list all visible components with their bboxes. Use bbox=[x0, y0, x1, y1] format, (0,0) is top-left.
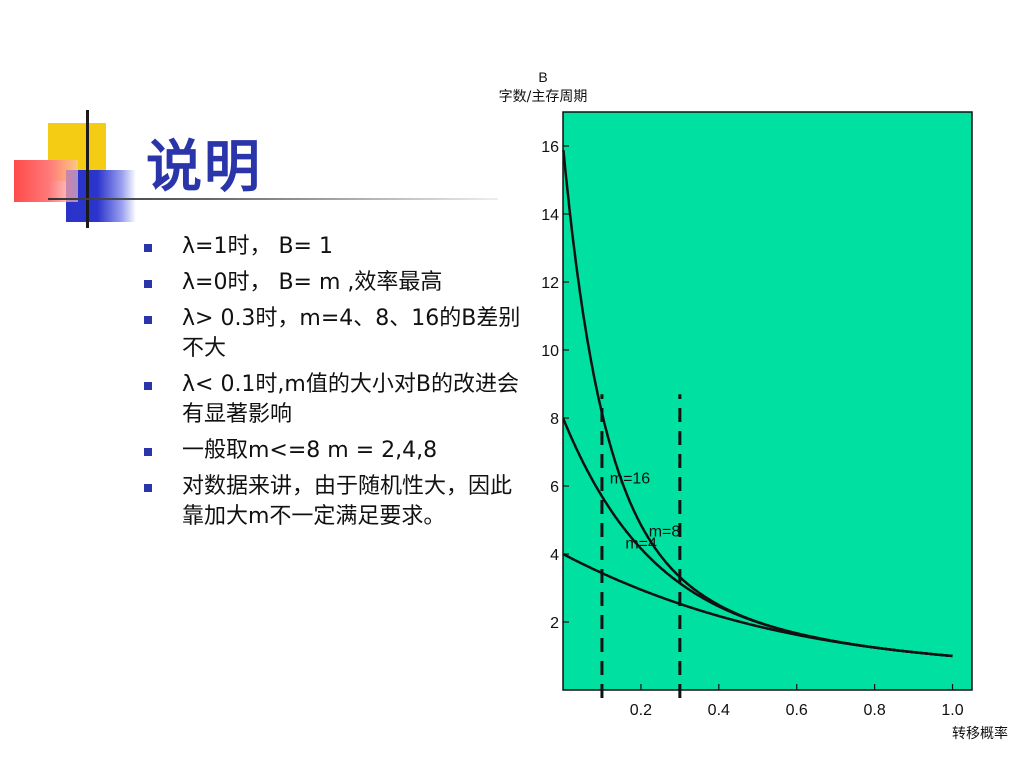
bullet-square-icon bbox=[144, 448, 152, 456]
bullet-square-icon bbox=[144, 280, 152, 288]
bullet-square-icon bbox=[144, 484, 152, 492]
y-tick-label: 12 bbox=[541, 275, 559, 292]
x-axis-label: 转移概率 bbox=[952, 725, 1008, 742]
series-label: m=4 bbox=[625, 535, 657, 552]
y-axis-label-top: B bbox=[538, 69, 547, 85]
y-tick-label: 2 bbox=[550, 615, 559, 632]
series-line-m=4 bbox=[562, 553, 953, 658]
x-tick-label: 0.8 bbox=[863, 702, 885, 719]
bullet-square-icon bbox=[144, 382, 152, 390]
y-tick-label: 8 bbox=[550, 411, 559, 428]
y-tick-label: 14 bbox=[541, 207, 559, 224]
y-tick-label: 10 bbox=[541, 343, 559, 360]
series-label: m=16 bbox=[610, 470, 651, 487]
bullet-text: 对数据来讲，由于随机性大，因此靠加大m不一定满足要求。 bbox=[182, 474, 513, 529]
series-label: m=8 bbox=[649, 524, 681, 541]
decor-red-bar bbox=[14, 160, 78, 202]
x-tick-label: 1.0 bbox=[941, 702, 963, 719]
bullet-item: 一般取m<=8 m = 2,4,8 bbox=[144, 436, 524, 466]
title-underline bbox=[48, 198, 498, 200]
y-tick-label: 16 bbox=[541, 139, 559, 156]
bullet-square-icon bbox=[144, 316, 152, 324]
bullet-item: λ< 0.1时,m值的大小对B的改进会有显著影响 bbox=[144, 370, 524, 430]
bullet-item: 对数据来讲，由于随机性大，因此靠加大m不一定满足要求。 bbox=[144, 472, 524, 532]
plot-area bbox=[562, 111, 973, 691]
y-axis-label-bottom: 字数/主存周期 bbox=[499, 89, 588, 105]
x-tick-label: 0.6 bbox=[786, 702, 808, 719]
x-tick-label: 0.2 bbox=[630, 702, 652, 719]
bullet-item: λ=0时， B= m ,效率最高 bbox=[144, 268, 524, 298]
bullet-text: 一般取m<=8 m = 2,4,8 bbox=[182, 438, 438, 463]
bullet-square-icon bbox=[144, 244, 152, 252]
bullet-list: λ=1时， B= 1 λ=0时， B= m ,效率最高 λ> 0.3时，m=4、… bbox=[144, 232, 524, 538]
bullet-item: λ=1时， B= 1 bbox=[144, 232, 524, 262]
bullet-text: λ=0时， B= m ,效率最高 bbox=[182, 270, 443, 295]
y-tick-label: 6 bbox=[550, 479, 559, 496]
y-tick-label: 4 bbox=[550, 547, 559, 564]
bullet-text: λ< 0.1时,m值的大小对B的改进会有显著影响 bbox=[182, 372, 519, 427]
bullet-item: λ> 0.3时，m=4、8、16的B差别不大 bbox=[144, 304, 524, 364]
x-tick-label: 0.4 bbox=[708, 702, 730, 719]
slide-title: 说明 bbox=[146, 135, 262, 200]
bullet-text: λ> 0.3时，m=4、8、16的B差别不大 bbox=[182, 306, 521, 361]
bullet-text: λ=1时， B= 1 bbox=[182, 234, 333, 259]
decor-vertical-line bbox=[86, 110, 89, 228]
